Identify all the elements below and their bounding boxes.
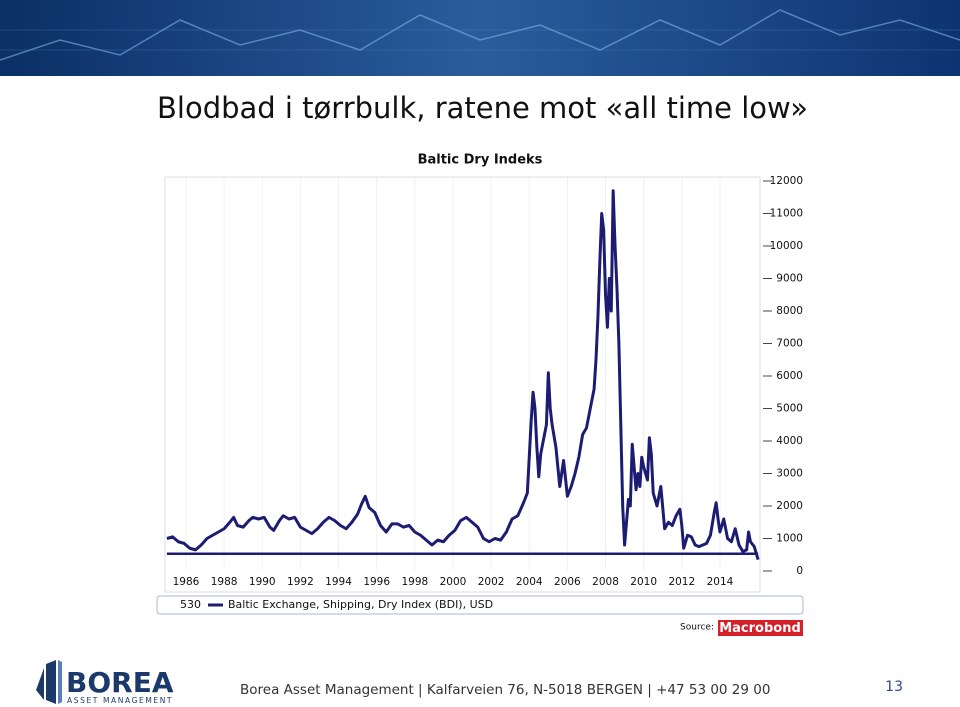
x-tick-label: 2012 [668,576,695,588]
y-tick-label: 10000 [770,240,803,252]
x-tick-label: 1998 [401,576,428,588]
x-tick-label: 1996 [363,576,390,588]
y-tick-label: 7000 [776,338,803,350]
y-tick-label: 9000 [776,273,803,285]
x-tick-label: 2000 [440,576,467,588]
slide-title: Blodbad i tørrbulk, ratene mot «all time… [157,91,808,125]
logo-subtext: ASSET MANAGEMENT [67,696,173,705]
y-tick-label: 6000 [776,370,803,382]
x-tick-label: 2008 [592,576,619,588]
banner [0,0,960,76]
y-tick-label: 5000 [776,403,803,415]
y-tick-label: 11000 [770,208,803,220]
x-tick-label: 2010 [630,576,657,588]
source-brand: Macrobond [719,621,801,636]
series-line [166,189,760,561]
x-tick-label: 2002 [478,576,505,588]
legend-value: 530 [180,598,201,611]
x-tick-label: 1990 [249,576,276,588]
y-tick-label: 2000 [776,500,803,512]
company-logo [36,660,62,704]
y-tick-label: 1000 [776,533,803,545]
y-tick-label: 4000 [776,435,803,447]
y-tick-label: 12000 [770,175,803,187]
chart-title: Baltic Dry Indeks [418,153,543,168]
logo-text: BOREA [66,666,174,699]
y-tick-label: 0 [796,565,803,577]
source-label: Source: [680,623,714,633]
page-number: 13 [885,679,903,695]
x-tick-label: 1994 [325,576,352,588]
footer-text: Borea Asset Management | Kalfarveien 76,… [240,682,770,698]
y-tick-label: 8000 [776,305,803,317]
x-tick-label: 1986 [173,576,200,588]
x-tick-label: 2014 [707,576,734,588]
x-tick-label: 1988 [211,576,238,588]
x-tick-label: 2006 [554,576,581,588]
legend-label: Baltic Exchange, Shipping, Dry Index (BD… [228,598,493,611]
legend [156,595,804,615]
x-tick-label: 1992 [287,576,314,588]
y-tick-label: 3000 [776,468,803,480]
plot-panel [164,176,761,593]
source-logo [718,620,803,636]
x-tick-label: 2004 [516,576,543,588]
